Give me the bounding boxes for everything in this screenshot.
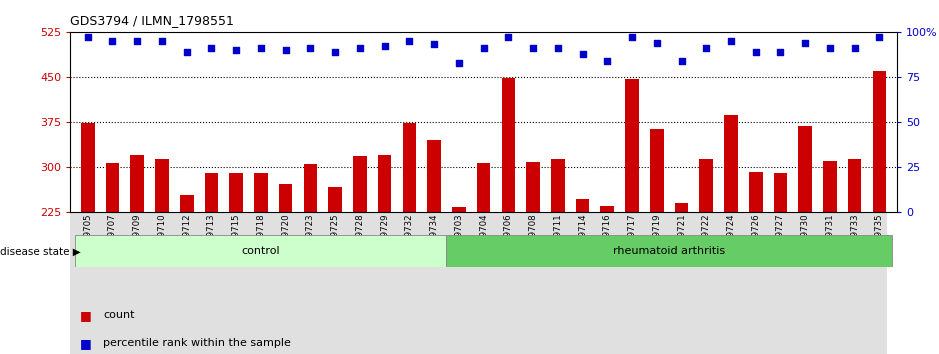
Bar: [824, 161, 837, 212]
Point: [500, 34, 516, 40]
Bar: [600, 206, 614, 212]
Point: [847, 45, 862, 51]
Point: [823, 45, 838, 51]
Point: [773, 49, 788, 55]
Bar: [75, 235, 446, 267]
Point: [872, 34, 887, 40]
Point: [674, 58, 689, 64]
Text: GDS3794 / ILMN_1798551: GDS3794 / ILMN_1798551: [70, 14, 235, 27]
Point: [254, 45, 269, 51]
Bar: [774, 173, 787, 212]
Bar: [749, 172, 762, 212]
Bar: [205, 173, 218, 212]
Point: [80, 34, 95, 40]
Point: [303, 45, 318, 51]
Point: [624, 34, 639, 40]
Point: [798, 40, 813, 46]
Bar: [650, 129, 664, 212]
Point: [204, 45, 219, 51]
Bar: [329, 187, 342, 212]
Point: [426, 42, 441, 47]
Point: [229, 47, 244, 53]
Bar: [551, 159, 564, 212]
Text: ■: ■: [80, 337, 92, 350]
Point: [377, 44, 393, 49]
Bar: [848, 159, 861, 212]
Bar: [131, 155, 144, 212]
Bar: [446, 235, 892, 267]
Point: [105, 38, 120, 44]
Point: [130, 38, 145, 44]
Bar: [452, 207, 466, 212]
Point: [526, 45, 541, 51]
Bar: [872, 71, 886, 212]
Bar: [254, 173, 268, 212]
Bar: [180, 195, 193, 212]
Bar: [155, 159, 169, 212]
Bar: [724, 115, 738, 212]
Bar: [403, 123, 416, 212]
Bar: [427, 140, 441, 212]
Bar: [477, 163, 490, 212]
Text: disease state ▶: disease state ▶: [0, 246, 81, 256]
Point: [154, 38, 169, 44]
Bar: [377, 155, 392, 212]
Bar: [576, 199, 590, 212]
Point: [402, 38, 417, 44]
Bar: [526, 162, 540, 212]
Bar: [625, 79, 639, 212]
Point: [352, 45, 367, 51]
Point: [575, 51, 590, 56]
Point: [179, 49, 194, 55]
Bar: [229, 173, 243, 212]
Bar: [106, 163, 119, 212]
Bar: [700, 159, 713, 212]
Text: ■: ■: [80, 309, 92, 321]
Text: percentile rank within the sample: percentile rank within the sample: [103, 338, 291, 348]
Bar: [303, 164, 317, 212]
Bar: [501, 78, 516, 212]
Point: [699, 45, 714, 51]
Text: control: control: [241, 246, 280, 256]
Bar: [675, 203, 688, 212]
Bar: [279, 184, 292, 212]
Point: [278, 47, 293, 53]
Bar: [798, 126, 812, 212]
Text: rheumatoid arthritis: rheumatoid arthritis: [613, 246, 725, 256]
Bar: [353, 156, 367, 212]
Text: count: count: [103, 310, 135, 320]
Point: [649, 40, 664, 46]
Point: [328, 49, 343, 55]
Point: [476, 45, 491, 51]
Point: [550, 45, 565, 51]
Point: [723, 38, 738, 44]
Point: [452, 60, 467, 65]
Point: [748, 49, 763, 55]
Bar: [81, 123, 95, 212]
Point: [600, 58, 615, 64]
